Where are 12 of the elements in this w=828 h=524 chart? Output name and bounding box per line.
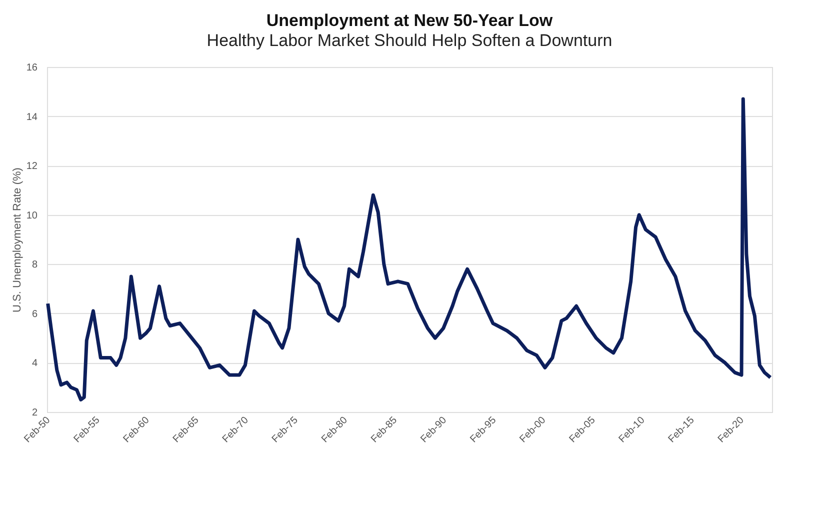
line-series	[46, 97, 772, 402]
y-tick-label: 16	[26, 62, 38, 74]
y-tick-label: 10	[26, 210, 38, 222]
y-axis-title: U.S. Unemployment Rate (%)	[11, 168, 24, 312]
y-tick-label: 14	[26, 112, 38, 123]
chart-subtitle: Healthy Labor Market Should Help Soften a Downturn	[206, 31, 612, 50]
y-tick-label: 2	[32, 408, 38, 418]
y-tick-label: 8	[32, 260, 38, 271]
y-tick-label: 6	[32, 308, 38, 320]
chart-title: Unemployment at New 50-Year Low	[266, 11, 554, 30]
y-tick-label: 4	[32, 358, 38, 370]
y-tick-label: 12	[26, 161, 38, 172]
